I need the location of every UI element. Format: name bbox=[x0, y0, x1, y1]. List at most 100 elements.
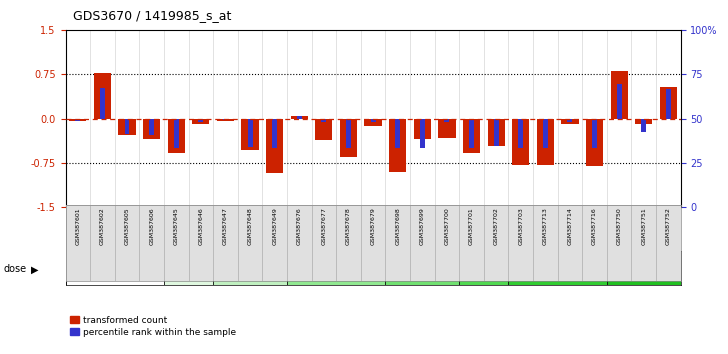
Bar bbox=[365, 119, 381, 126]
Bar bbox=[371, 119, 376, 122]
Text: GDS3670 / 1419985_s_at: GDS3670 / 1419985_s_at bbox=[73, 9, 232, 22]
Bar bbox=[297, 116, 301, 119]
Text: GSM387678: GSM387678 bbox=[346, 207, 351, 245]
Bar bbox=[192, 119, 210, 124]
Text: dose: dose bbox=[4, 264, 27, 274]
Text: GSM387713: GSM387713 bbox=[543, 207, 548, 245]
Bar bbox=[149, 119, 154, 135]
Bar bbox=[617, 84, 622, 119]
Bar bbox=[213, 251, 287, 285]
Bar bbox=[420, 119, 424, 148]
Text: 0.7 mM HOCl: 0.7 mM HOCl bbox=[304, 263, 368, 273]
Text: 2.8 mM HOCl: 2.8 mM HOCl bbox=[526, 263, 590, 273]
Text: 0 mM HOCl: 0 mM HOCl bbox=[87, 263, 142, 273]
Bar bbox=[611, 72, 628, 119]
Bar bbox=[100, 88, 105, 119]
Bar bbox=[445, 119, 449, 121]
Bar bbox=[543, 119, 547, 148]
Bar bbox=[385, 205, 410, 281]
Bar bbox=[561, 119, 579, 124]
Bar bbox=[139, 205, 164, 281]
Bar bbox=[143, 119, 160, 139]
Bar bbox=[262, 205, 287, 281]
Text: GSM387602: GSM387602 bbox=[100, 207, 105, 245]
Text: GSM387716: GSM387716 bbox=[592, 207, 597, 245]
Bar bbox=[76, 119, 80, 121]
Bar bbox=[558, 205, 582, 281]
Bar bbox=[174, 119, 178, 148]
Bar bbox=[631, 205, 656, 281]
Bar bbox=[508, 205, 533, 281]
Text: 3.5 mM HOCl: 3.5 mM HOCl bbox=[616, 264, 671, 273]
Bar bbox=[287, 205, 312, 281]
Text: GSM387645: GSM387645 bbox=[174, 207, 179, 245]
Bar bbox=[266, 119, 283, 173]
Bar bbox=[119, 119, 135, 135]
Bar bbox=[346, 119, 351, 148]
Text: GSM387701: GSM387701 bbox=[469, 207, 474, 245]
Text: 0.35 mM HOCl: 0.35 mM HOCl bbox=[220, 264, 280, 273]
Bar bbox=[287, 251, 385, 285]
Bar bbox=[66, 205, 90, 281]
Bar bbox=[463, 119, 480, 153]
Bar bbox=[199, 119, 203, 122]
Bar bbox=[537, 119, 554, 165]
Bar bbox=[459, 205, 484, 281]
Bar bbox=[635, 119, 652, 124]
Bar bbox=[410, 205, 435, 281]
Bar bbox=[586, 119, 604, 166]
Bar bbox=[242, 119, 258, 150]
Bar bbox=[666, 89, 670, 119]
Bar bbox=[484, 205, 508, 281]
Bar bbox=[248, 119, 253, 147]
Text: GSM387649: GSM387649 bbox=[272, 207, 277, 245]
Bar bbox=[238, 205, 262, 281]
Text: GSM387601: GSM387601 bbox=[75, 207, 80, 245]
Bar bbox=[385, 251, 459, 285]
Text: 2.1 mM HOCl: 2.1 mM HOCl bbox=[461, 265, 507, 271]
Text: GSM387605: GSM387605 bbox=[124, 207, 130, 245]
Text: ▶: ▶ bbox=[31, 265, 38, 275]
Bar bbox=[414, 119, 431, 139]
Bar bbox=[607, 251, 681, 285]
Text: GSM387714: GSM387714 bbox=[567, 207, 572, 245]
Text: GSM387648: GSM387648 bbox=[248, 207, 253, 245]
Legend: transformed count, percentile rank within the sample: transformed count, percentile rank withi… bbox=[70, 316, 236, 337]
Bar bbox=[340, 119, 357, 157]
Bar bbox=[223, 119, 228, 120]
Bar bbox=[290, 116, 308, 119]
Bar bbox=[124, 119, 130, 134]
Bar bbox=[512, 119, 529, 165]
Bar bbox=[494, 119, 499, 146]
Text: GSM387699: GSM387699 bbox=[420, 207, 425, 245]
Text: 0.14 mM HOCl: 0.14 mM HOCl bbox=[163, 265, 214, 271]
Bar bbox=[607, 205, 631, 281]
Bar bbox=[568, 119, 572, 122]
Bar bbox=[435, 205, 459, 281]
Bar bbox=[459, 251, 508, 285]
Bar bbox=[518, 119, 523, 148]
Text: GSM387646: GSM387646 bbox=[198, 207, 203, 245]
Bar bbox=[189, 205, 213, 281]
Bar bbox=[438, 119, 456, 138]
Text: 1.4 mM HOCl: 1.4 mM HOCl bbox=[395, 264, 450, 273]
Bar bbox=[656, 205, 681, 281]
Bar bbox=[213, 205, 238, 281]
Bar bbox=[66, 251, 164, 285]
Text: GSM387676: GSM387676 bbox=[297, 207, 302, 245]
Bar bbox=[272, 119, 277, 148]
Bar bbox=[217, 119, 234, 121]
Bar bbox=[389, 119, 406, 172]
Bar bbox=[592, 119, 597, 148]
Bar bbox=[641, 119, 646, 132]
Bar bbox=[361, 205, 385, 281]
Bar bbox=[312, 205, 336, 281]
Bar bbox=[69, 119, 87, 121]
Bar bbox=[164, 205, 189, 281]
Text: GSM387752: GSM387752 bbox=[666, 207, 671, 245]
Bar bbox=[660, 87, 677, 119]
Bar bbox=[533, 205, 558, 281]
Text: GSM387751: GSM387751 bbox=[641, 207, 646, 245]
Text: GSM387679: GSM387679 bbox=[371, 207, 376, 245]
Text: GSM387702: GSM387702 bbox=[494, 207, 499, 245]
